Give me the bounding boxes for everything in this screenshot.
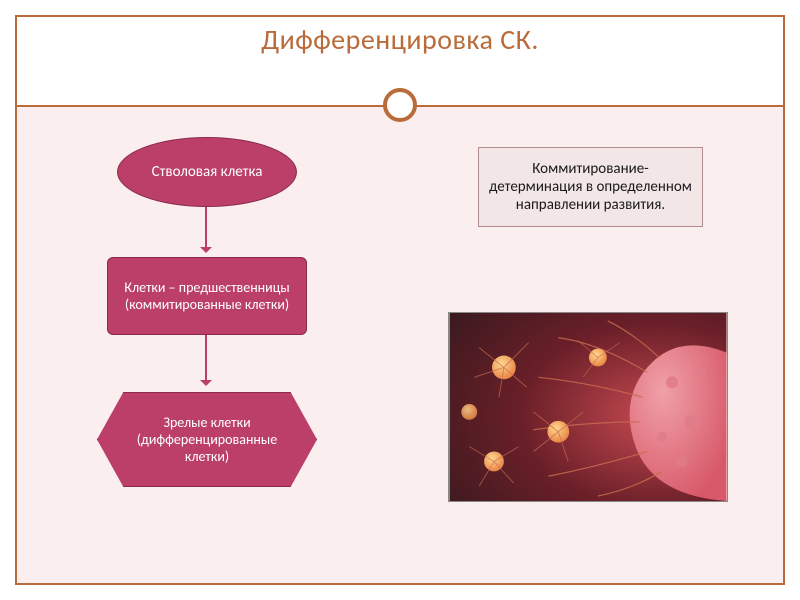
callout-box: Коммитирование- детерминация в определен… xyxy=(478,147,703,227)
content-area: Стволовая клетка Клетки – предшественниц… xyxy=(17,107,783,583)
flow-arrow-1 xyxy=(205,207,207,252)
flow-node-mature: Зрелые клетки (дифференцированные клетки… xyxy=(97,392,317,487)
flow-node-precursor: Клетки – предшественницы (коммитированны… xyxy=(107,257,307,335)
title-divider-circle-icon xyxy=(383,88,417,122)
flow-node-label: Стволовая клетка xyxy=(152,163,263,181)
callout-text: Коммитирование- детерминация в определен… xyxy=(489,160,692,214)
flow-node-label: Клетки – предшественницы (коммитированны… xyxy=(116,279,298,313)
flow-node-stem: Стволовая клетка xyxy=(117,137,297,207)
cell-illustration-svg xyxy=(449,313,727,501)
cell-illustration xyxy=(448,312,728,502)
flow-node-label: Зрелые клетки (дифференцированные клетки… xyxy=(126,414,288,465)
slide-title: Дифференцировка СК. xyxy=(0,0,800,57)
flow-arrow-2 xyxy=(205,335,207,385)
